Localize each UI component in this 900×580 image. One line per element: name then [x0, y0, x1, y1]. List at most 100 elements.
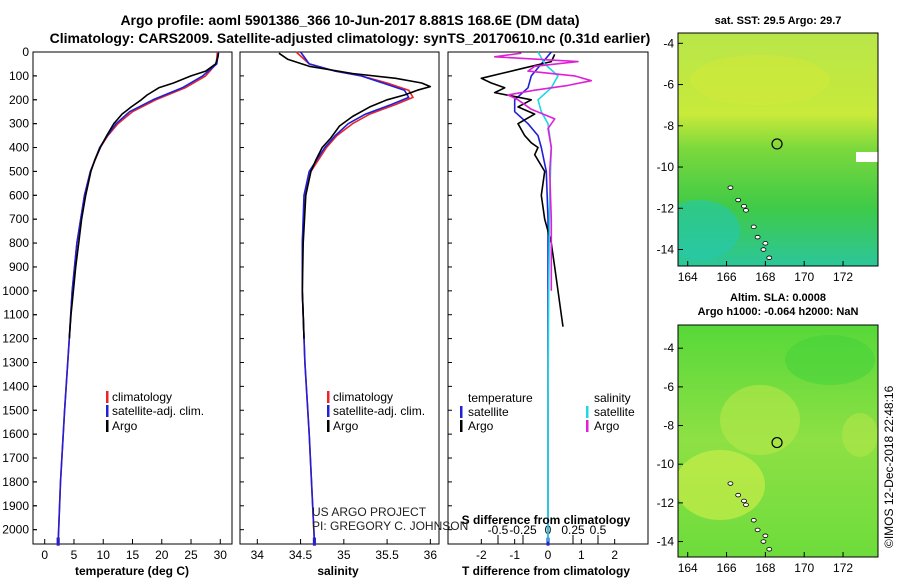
series-end-marker: [56, 537, 60, 546]
depth-tick-label: 700: [9, 212, 29, 226]
project-annotation: US ARGO PROJECT: [312, 505, 427, 519]
legend-label-salinity-argo: Argo: [594, 419, 620, 433]
salinity-panel: 34 34.5 35 35.5 36: [240, 51, 437, 562]
depth-tick-label: 1900: [2, 499, 29, 513]
temperature-legend: climatology satellite-adj. clim. Argo: [106, 390, 204, 433]
map-lat-tick-label: -6: [663, 380, 674, 394]
sla-map-axes: 164 166 168 170 172 -4 -6 -8 -10 -12 -14: [657, 341, 854, 575]
difference-panel: -2 -1 0 1 2-0.5 -0.25 0 0.25 0.5: [448, 51, 618, 562]
island-marker: [727, 481, 734, 486]
difference-legend-temperature: temperature satellite Argo: [460, 391, 533, 433]
map-lon-tick-label: 172: [833, 270, 853, 284]
legend-swatch-argo: [327, 420, 330, 432]
x-tick-label: -1: [509, 548, 520, 562]
sla-high-patch-3: [842, 413, 878, 457]
x-tick-label: 30: [214, 548, 228, 562]
sla-high-patch: [678, 450, 765, 520]
legend-swatch-salinity-argo: [586, 420, 589, 432]
sst-map-axes: 164 166 168 170 172 -4 -6 -8 -10 -12 -14: [657, 36, 854, 284]
series-line-argo: [68, 53, 220, 339]
t-difference-xlabel: T difference from climatology: [462, 564, 630, 578]
depth-tick-label: 200: [9, 93, 29, 107]
legend-swatch-salinity-satellite: [586, 406, 589, 418]
figure-title-line1: Argo profile: aoml 5901386_366 10-Jun-20…: [120, 12, 579, 28]
legend-label-satellite: satellite-adj. clim.: [112, 404, 204, 418]
depth-tick-label: 500: [9, 164, 29, 178]
map-lon-tick-label: 166: [717, 270, 737, 284]
map-lon-tick-label: 164: [678, 561, 698, 575]
island-marker: [766, 547, 773, 552]
island-marker: [760, 539, 767, 544]
map-lon-tick-label: 168: [755, 561, 775, 575]
series-line-climatology: [295, 51, 414, 542]
sla-map-frame: [677, 324, 879, 558]
sst-map-frame: [677, 32, 879, 267]
s-difference-tick-label: 0.25: [561, 523, 585, 537]
depth-tick-label: 900: [9, 260, 29, 274]
s-difference-tick-label: -0.25: [509, 523, 537, 537]
depth-tick-label: 1400: [2, 379, 29, 393]
legend-title-salinity: salinity: [594, 391, 631, 405]
x-tick-label: 0: [545, 548, 552, 562]
temperature-xlabel: temperature (deg C): [75, 564, 189, 578]
legend-swatch-argo: [106, 420, 109, 432]
depth-tick-label: 400: [9, 141, 29, 155]
depth-tick-label: 1500: [2, 403, 29, 417]
sla-map-image: [678, 325, 878, 557]
sst-warm-patch: [690, 55, 830, 105]
map-lon-tick-label: 164: [678, 270, 698, 284]
series-end-marker: [546, 537, 550, 546]
x-tick-label: 34: [251, 548, 265, 562]
map-lat-tick-label: -4: [663, 341, 674, 355]
series-line-satellite-adj-clim-: [299, 51, 410, 542]
island-marker: [750, 224, 757, 230]
map-lat-tick-label: -4: [663, 36, 674, 50]
series-line-satellite-adj-clim-: [57, 51, 220, 542]
sla-map-title-line2: Argo h1000: -0.064 h2000: NaN: [698, 306, 859, 318]
sla-high-patch-2: [720, 385, 800, 455]
legend-swatch-satellite: [106, 405, 109, 417]
depth-tick-label: 300: [9, 117, 29, 131]
depth-tick-label: 2000: [2, 523, 29, 537]
pi-annotation: PI: GREGORY C. JOHNSON: [312, 519, 468, 533]
series-line-temperature-satellite: [513, 51, 552, 542]
depth-tick-label: 1000: [2, 284, 29, 298]
depth-tick-label: 1600: [2, 427, 29, 441]
depth-tick-label: 600: [9, 188, 29, 202]
sst-cool-patch: [678, 200, 740, 260]
sla-map-title-line1: Altim. SLA: 0.0008: [730, 292, 826, 304]
x-tick-label: 10: [97, 548, 111, 562]
x-tick-label: -2: [476, 548, 487, 562]
depth-tick-label: 1300: [2, 355, 29, 369]
x-tick-label: 1: [578, 548, 585, 562]
difference-legend-salinity: salinity satellite Argo: [586, 391, 635, 433]
island-marker: [743, 208, 749, 213]
legend-label-argo: Argo: [468, 419, 494, 433]
map-lon-tick-label: 172: [833, 561, 853, 575]
depth-tick-label: 100: [9, 69, 29, 83]
map-lon-tick-label: 170: [794, 561, 814, 575]
s-difference-tick-label: -0.5: [488, 523, 509, 537]
argo-position-marker: [771, 138, 783, 150]
map-lat-tick-label: -8: [663, 119, 674, 133]
depth-tick-label: 1700: [2, 451, 29, 465]
map-lat-tick-label: -14: [657, 535, 675, 549]
temperature-panel-frame: [32, 51, 233, 545]
depth-tick-label: 0: [22, 45, 29, 59]
series-line-argo: [278, 52, 432, 339]
island-marker: [741, 204, 747, 209]
map-lon-tick-label: 166: [717, 561, 737, 575]
island-marker: [760, 247, 767, 252]
island-marker: [741, 498, 747, 504]
sla-low-patch: [785, 335, 875, 385]
depth-tick-label: 1200: [2, 332, 29, 346]
legend-label-argo: Argo: [333, 419, 359, 433]
legend-title-temperature: temperature: [468, 391, 533, 405]
island-marker: [727, 185, 734, 190]
imos-credit: ©IMOS 12-Dec-2018 22:48:16: [882, 385, 896, 548]
island-marker: [750, 518, 757, 523]
series-line-salinity-satellite: [537, 51, 559, 542]
temperature-panel: 0 5 10 15 20 25 30: [33, 51, 228, 562]
legend-label-satellite: satellite: [468, 405, 509, 419]
sst-missing-data: [856, 152, 878, 162]
